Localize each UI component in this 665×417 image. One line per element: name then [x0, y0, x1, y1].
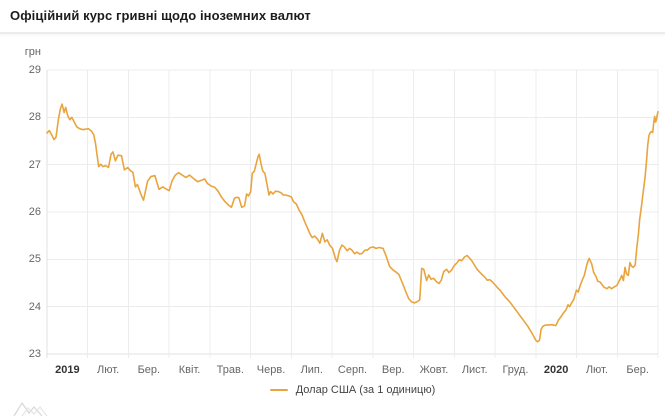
mountains-logo-icon — [13, 401, 48, 417]
y-tick-label: 27 — [28, 158, 41, 171]
legend[interactable]: Долар США (за 1 одиницю) — [47, 384, 658, 396]
y-tick-label: 29 — [28, 64, 41, 76]
legend-line-marker — [269, 389, 288, 391]
usd-rate-line — [46, 103, 659, 343]
legend-label: Долар США (за 1 одиницю) — [295, 384, 436, 396]
x-tick-label-year: 2020 — [543, 364, 569, 376]
x-tick-label-month: Трав. — [216, 364, 244, 376]
x-tick-label-month: Жовт. — [419, 364, 449, 376]
y-tick-label: 28 — [28, 111, 41, 124]
x-tick-label-month: Вер. — [381, 364, 405, 376]
y-tick-label: 26 — [28, 206, 41, 218]
x-tick-label-month: Бер. — [626, 364, 649, 376]
y-tick-label: 24 — [28, 300, 41, 313]
page-title: Офіційний курс гривні щодо іноземних вал… — [10, 8, 311, 23]
x-tick-label-month: Лист. — [461, 364, 488, 376]
y-tick-label: 25 — [28, 253, 41, 266]
x-tick-label-month: Лип. — [300, 364, 323, 376]
x-tick-label-month: Квіт. — [178, 364, 201, 376]
y-axis-unit-label: грн — [24, 46, 41, 58]
y-tick-label: 23 — [28, 348, 41, 360]
x-tick-label-month: Бер. — [137, 364, 161, 376]
header-divider — [0, 32, 665, 34]
x-tick-label-month: Лют. — [97, 364, 120, 376]
x-tick-label-month: Груд. — [502, 364, 529, 376]
x-tick-label-month: Серп. — [337, 364, 368, 376]
x-tick-label-month: Черв. — [256, 364, 286, 376]
x-tick-label-month: Лют. — [585, 364, 608, 376]
x-tick-label-year: 2019 — [55, 364, 80, 376]
